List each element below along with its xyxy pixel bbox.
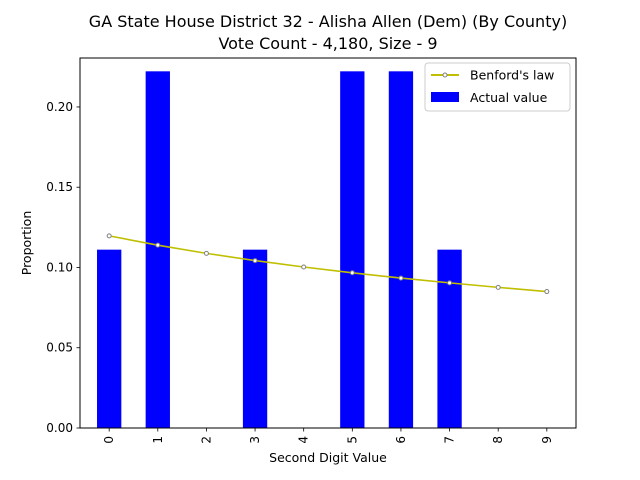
x-tick-label-7: 7 <box>443 436 457 444</box>
y-tick-label: 0.00 <box>46 421 73 435</box>
x-axis-label: Second Digit Value <box>269 450 387 465</box>
x-tick-label-8: 8 <box>491 436 505 444</box>
x-axis-ticks: 0 1 2 3 4 5 6 7 8 9 <box>102 428 554 444</box>
y-tick-label: 0.10 <box>46 260 73 274</box>
x-tick-label-9: 9 <box>540 436 554 444</box>
benford-point-3 <box>252 258 258 264</box>
legend-marker-swatch <box>442 72 448 78</box>
legend-label-actual: Actual value <box>470 90 548 105</box>
bar-5 <box>340 71 365 428</box>
x-tick-label-5: 5 <box>345 436 359 444</box>
benford-point-6 <box>398 275 404 281</box>
x-tick-label-3: 3 <box>248 436 262 444</box>
bar-7 <box>437 249 462 428</box>
x-tick-label-0: 0 <box>102 436 116 444</box>
benford-point-9 <box>544 289 550 295</box>
benford-point-7 <box>447 280 453 286</box>
benford-point-1 <box>155 242 161 248</box>
legend-label-benford: Benford's law <box>470 68 554 83</box>
legend-box <box>424 62 571 112</box>
bar-1 <box>145 71 170 428</box>
benford-point-5 <box>349 270 355 276</box>
plot-frame <box>79 57 577 429</box>
bar-3 <box>242 249 268 428</box>
x-tick-label-1: 1 <box>151 436 165 444</box>
benford-line-group <box>106 233 550 295</box>
benford-point-2 <box>203 250 209 256</box>
x-tick-label-2: 2 <box>199 436 213 444</box>
bar-6 <box>388 71 414 428</box>
benford-point-8 <box>495 284 501 290</box>
bars-group <box>97 71 462 428</box>
legend-bar-swatch <box>431 92 459 102</box>
benford-point-0 <box>106 233 112 239</box>
benford-point-4 <box>301 264 307 270</box>
chart-title: GA State House District 32 - Alisha Alle… <box>89 12 567 31</box>
y-axis-label: Proportion <box>19 211 34 276</box>
legend: Benford's law Actual value <box>424 62 571 112</box>
bar-0 <box>97 249 122 428</box>
benford-line <box>109 235 547 293</box>
x-tick-label-4: 4 <box>297 436 311 444</box>
chart-subtitle: Vote Count - 4,180, Size - 9 <box>218 34 437 53</box>
y-axis-ticks: 0.00 0.05 0.10 0.15 0.20 <box>46 100 80 435</box>
y-tick-label: 0.20 <box>46 100 73 114</box>
y-tick-label: 0.05 <box>46 341 73 355</box>
y-tick-label: 0.15 <box>46 180 73 194</box>
x-tick-label-6: 6 <box>394 436 408 444</box>
